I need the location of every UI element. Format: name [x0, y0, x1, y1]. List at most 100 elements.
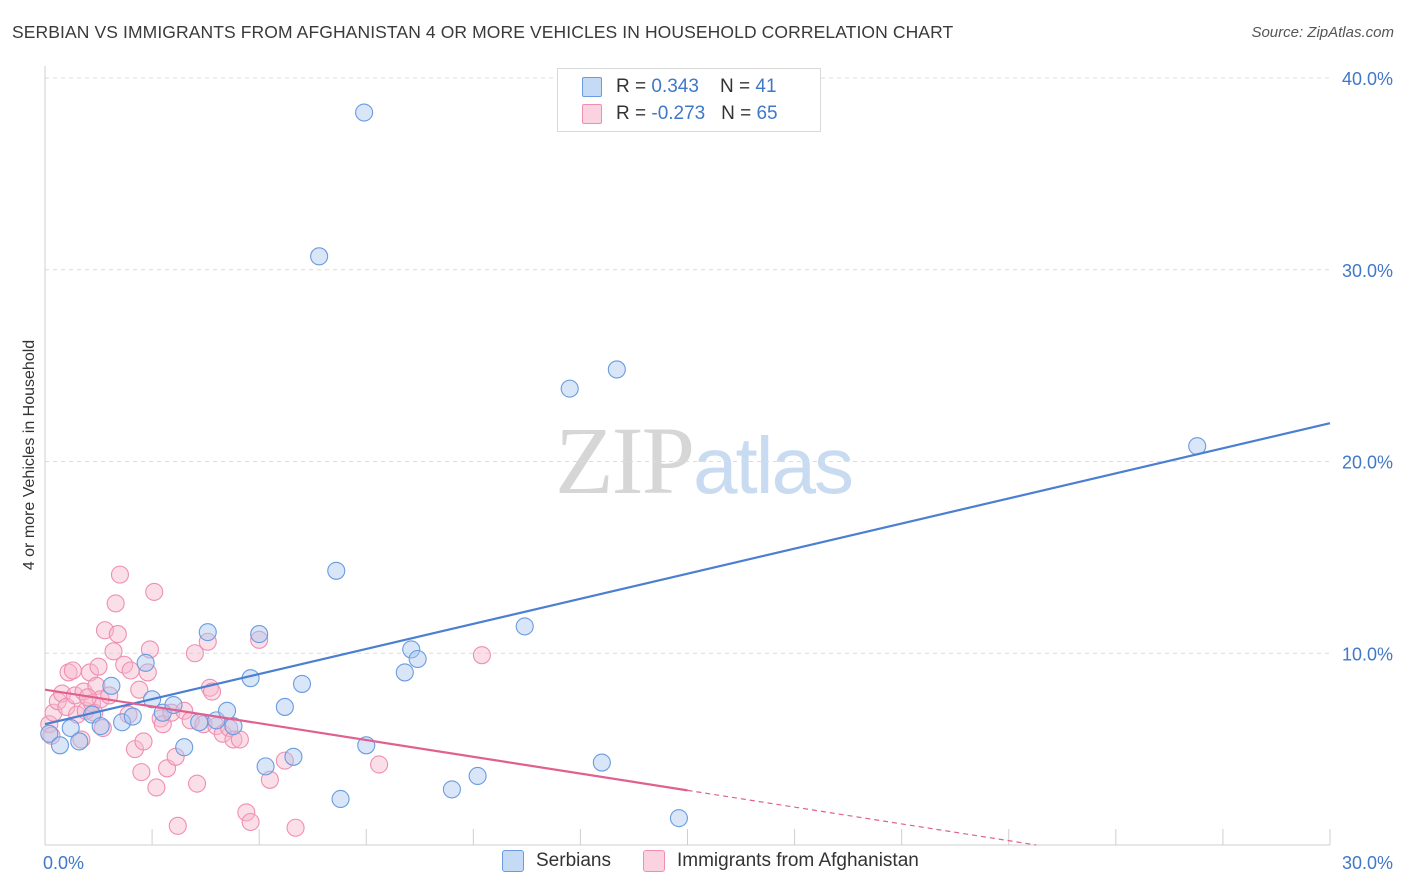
afghanistan-point — [145, 582, 164, 601]
serbian-point — [175, 738, 194, 757]
y-tick-label: 20.0% — [1342, 453, 1393, 473]
legend-label-serbians: Serbians — [536, 850, 611, 871]
trend-line-afghanistan — [44, 688, 688, 792]
n-label: N = — [721, 103, 757, 124]
source-label: Source: ZipAtlas.com — [1251, 24, 1394, 41]
legend-row-serbians: R = 0.343 N = 41 — [582, 75, 777, 99]
x-tick-label-max: 30.0% — [1342, 853, 1393, 873]
watermark: ZIPatlas — [555, 405, 854, 516]
serbian-point — [468, 766, 487, 786]
legend-swatch-afghanistan — [582, 104, 602, 124]
legend-swatch-afghanistan — [643, 850, 665, 872]
afghanistan-point — [185, 644, 204, 663]
legend-text-afghanistan: R = -0.273 N = 65 — [616, 103, 778, 125]
serbian-point — [250, 625, 269, 644]
afghanistan-point — [198, 632, 217, 651]
x-tick-label-min: 0.0% — [43, 853, 84, 873]
y-tick-label: 40.0% — [1342, 69, 1393, 89]
legend-row-afghanistan: R = -0.273 N = 65 — [582, 102, 778, 126]
serbian-point — [331, 789, 350, 809]
serbian-point — [224, 717, 243, 736]
r-label: R = — [616, 103, 652, 124]
n-label: N = — [720, 76, 756, 97]
afghanistan-point — [110, 565, 130, 584]
y-tick-label: 10.0% — [1342, 644, 1393, 664]
serbian-point — [136, 653, 155, 672]
chart-title: SERBIAN VS IMMIGRANTS FROM AFGHANISTAN 4… — [12, 22, 954, 42]
afghanistan-point — [147, 778, 166, 797]
afghanistan-point — [89, 657, 108, 676]
y-tick-label: 30.0% — [1342, 261, 1393, 281]
serbian-point — [113, 713, 132, 732]
trend-line-serbians — [44, 422, 1331, 726]
afghanistan-point — [188, 774, 207, 793]
serbian-point — [102, 676, 121, 695]
serbian-point — [592, 753, 611, 772]
n-value-serbians: 41 — [755, 76, 777, 97]
serbian-point — [515, 617, 534, 636]
serbian-point — [292, 674, 312, 693]
serbian-point — [40, 724, 59, 743]
afghanistan-point — [106, 594, 125, 613]
serbian-point — [402, 640, 421, 659]
afghanistan-point — [108, 625, 127, 644]
afghanistan-point — [250, 630, 269, 649]
r-value-serbians: 0.343 — [651, 76, 699, 97]
serbian-point — [408, 649, 427, 669]
afghanistan-point — [132, 763, 151, 782]
series-legend: Serbians Immigrants from Afghanistan — [0, 850, 1406, 878]
correlation-legend: R = 0.343 N = 41 R = -0.273 N = 65 — [557, 68, 821, 132]
legend-item-afghanistan[interactable]: Immigrants from Afghanistan — [643, 850, 919, 872]
tick-labels: 10.0% 20.0% 30.0% 40.0% 0.0% 30.0% — [43, 69, 1393, 873]
serbian-point — [50, 736, 70, 755]
serbian-point — [198, 623, 217, 642]
serbian-point — [442, 780, 461, 799]
grid-lines — [45, 77, 1330, 654]
afghanistan-point — [241, 812, 260, 832]
legend-item-serbians[interactable]: Serbians — [502, 850, 611, 872]
afghanistan-points — [40, 565, 491, 837]
serbian-point — [70, 732, 89, 751]
afghanistan-point — [134, 732, 153, 751]
r-label: R = — [616, 76, 652, 97]
afghanistan-point — [370, 755, 389, 774]
legend-swatch-serbians — [502, 850, 524, 872]
afghanistan-point — [237, 803, 256, 822]
serbian-point — [669, 809, 688, 828]
serbian-point — [190, 713, 209, 732]
serbian-point — [284, 747, 303, 766]
serbian-point — [275, 697, 294, 716]
afghanistan-point — [130, 680, 149, 699]
serbian-point — [560, 379, 579, 398]
legend-label-afghanistan: Immigrants from Afghanistan — [677, 850, 919, 871]
serbian-point — [395, 663, 414, 682]
watermark-atlas: atlas — [693, 421, 854, 510]
serbian-point — [61, 718, 80, 738]
trend-line-afghanistan-extension — [687, 789, 1037, 846]
afghanistan-point — [286, 818, 305, 837]
legend-text-serbians: R = 0.343 N = 41 — [616, 76, 777, 98]
serbian-points — [40, 103, 1207, 828]
afghanistan-point — [472, 646, 491, 665]
afghanistan-point — [140, 640, 159, 659]
serbian-point — [327, 561, 346, 580]
r-value-afghanistan: -0.273 — [651, 103, 706, 124]
afghanistan-point — [63, 661, 82, 680]
serbian-point — [123, 707, 142, 726]
serbian-point — [607, 360, 626, 379]
legend-swatch-serbians — [582, 77, 602, 97]
serbian-point — [310, 247, 329, 266]
serbian-point — [355, 103, 374, 122]
afghanistan-point — [224, 730, 243, 749]
afghanistan-point — [275, 751, 294, 770]
serbian-point — [91, 717, 110, 736]
watermark-zip: ZIP — [555, 407, 695, 514]
afghanistan-point — [203, 682, 222, 701]
afghanistan-point — [168, 816, 187, 835]
afghanistan-point — [121, 661, 140, 680]
afghanistan-point — [260, 770, 279, 789]
afghanistan-point — [104, 642, 123, 661]
trend-lines — [44, 422, 1331, 846]
n-value-afghanistan: 65 — [756, 103, 778, 124]
